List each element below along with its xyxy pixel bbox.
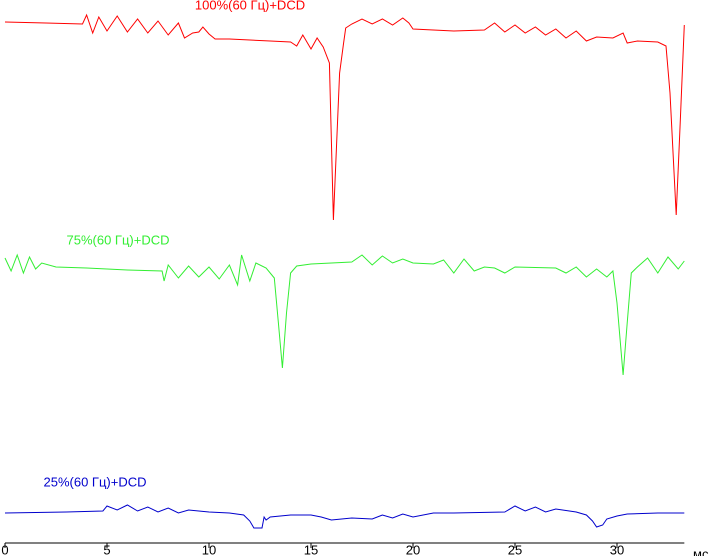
x-tick-label: 10 xyxy=(202,543,216,556)
series-label: 100%(60 Гц)+DCD xyxy=(195,0,305,13)
line xyxy=(4,253,685,376)
series-label: 75%(60 Гц)+DCD xyxy=(67,233,170,248)
x-tick-label: 0 xyxy=(1,543,8,556)
x-tick-label: 15 xyxy=(304,543,318,556)
series-label: 25%(60 Гц)+DCD xyxy=(44,475,147,490)
x-tick-label: 30 xyxy=(610,543,624,556)
line xyxy=(4,504,685,529)
x-tick-label: 25 xyxy=(508,543,522,556)
x-axis-label: мс xyxy=(693,547,709,556)
x-tick-label: 20 xyxy=(406,543,420,556)
x-tick-label: 5 xyxy=(103,543,110,556)
line xyxy=(4,13,685,221)
